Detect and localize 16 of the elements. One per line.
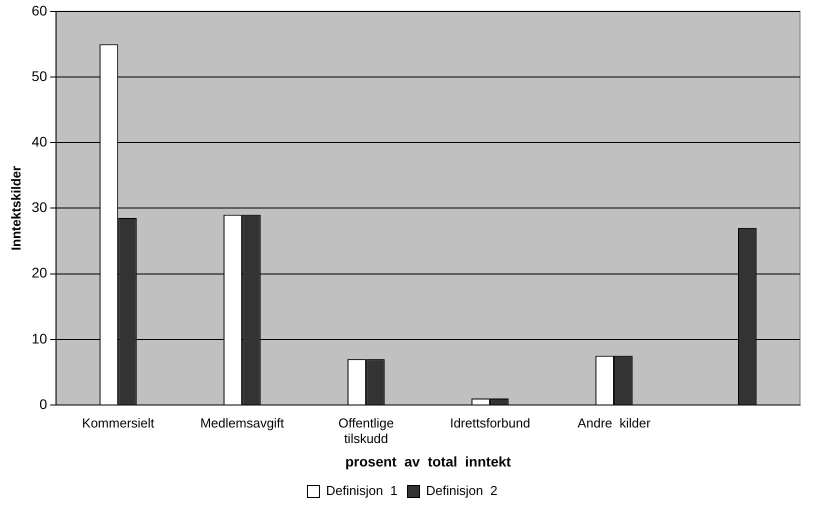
x-tick-label: Andre kilder (578, 415, 652, 430)
y-tick-label: 60 (32, 2, 48, 18)
x-axis-title: prosent av total inntekt (345, 453, 512, 470)
y-axis-title: Inntektskilder (8, 166, 24, 250)
x-tick-label: Kommersielt (82, 415, 155, 430)
y-tick-label: 10 (32, 330, 48, 346)
x-tick-label: Medlemsavgift (200, 415, 284, 430)
x-tick-label: Offentlige tilskudd (338, 415, 394, 446)
y-tick-label: 0 (39, 396, 48, 412)
y-tick-label: 50 (32, 68, 48, 84)
y-tick-label: 30 (32, 199, 48, 216)
legend-label: Definisjon 1 (326, 483, 398, 498)
y-tick-label: 40 (32, 133, 48, 150)
x-tick-label: Idrettsforbund (450, 415, 530, 430)
y-tick-label: 20 (32, 264, 48, 281)
legend-label: Definisjon 2 (426, 483, 498, 498)
